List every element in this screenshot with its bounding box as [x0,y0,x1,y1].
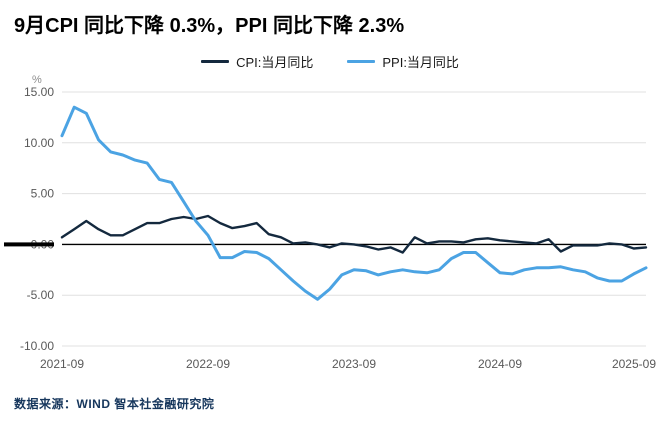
y-tick-label: 15.00 [24,85,54,99]
series-line [60,214,648,254]
legend-item-ppi: PPI:当月同比 [347,52,459,71]
x-tick-label: 2025-09 [612,357,656,371]
x-tick-label: 2022-09 [186,357,230,371]
legend: CPI:当月同比 PPI:当月同比 [0,52,660,70]
y-tick-label: 5.00 [31,187,55,201]
legend-label-ppi: PPI:当月同比 [382,54,459,70]
y-tick-label: -5.00 [27,288,55,302]
legend-item-cpi: CPI:当月同比 [201,52,313,71]
chart-svg: 15.0010.005.000.00-5.00-10.00%2021-09202… [4,74,656,371]
y-tick-label: 10.00 [24,136,54,150]
chart-area: 15.0010.005.000.00-5.00-10.00%2021-09202… [0,74,660,383]
data-source-note: 数据来源：WIND 智本社金融研究院 [14,397,215,411]
zero-axis-stub [4,242,54,247]
x-tick-label: 2021-09 [40,357,84,371]
chart-title: 9月CPI 同比下降 0.3%，PPI 同比下降 2.3% [14,15,405,37]
x-tick-label: 2023-09 [332,357,376,371]
legend-label-cpi: CPI:当月同比 [236,54,314,70]
x-tick-label: 2024-09 [478,357,522,371]
ppi-line-swatch-icon [347,59,376,63]
series-line [60,105,648,301]
y-tick-label: -10.00 [20,339,54,353]
y-axis-unit-label: % [32,74,42,86]
cpi-line-swatch-icon [201,59,230,63]
